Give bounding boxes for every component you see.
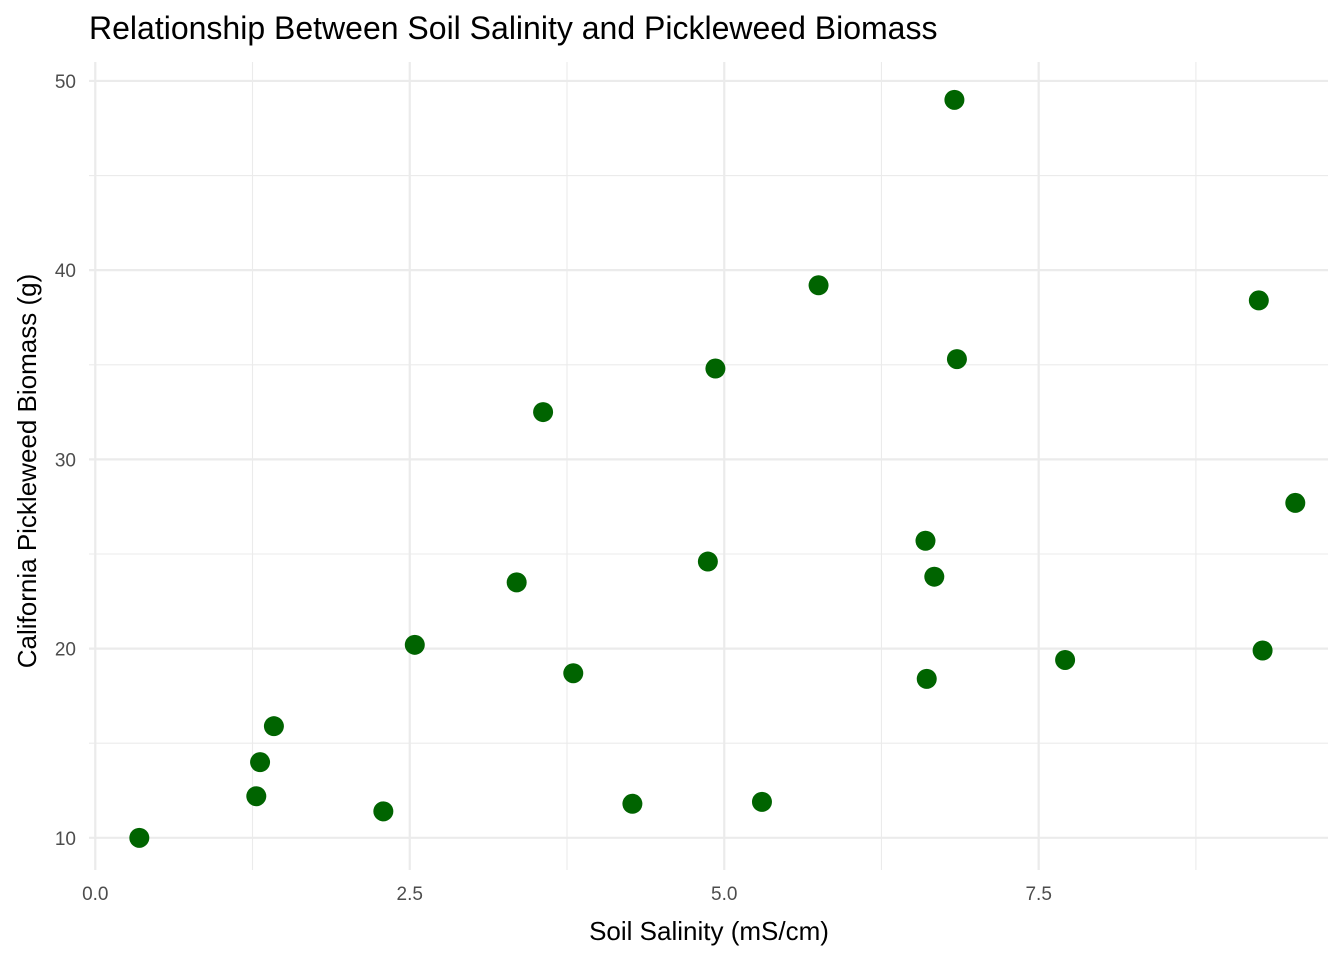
- data-point: [946, 349, 967, 370]
- y-tick-label: 20: [55, 640, 76, 661]
- data-point: [705, 358, 726, 379]
- data-point: [506, 572, 527, 593]
- data-point: [1252, 640, 1273, 661]
- data-point: [563, 663, 584, 684]
- data-point: [808, 275, 829, 296]
- x-tick-label: 7.5: [1025, 884, 1051, 905]
- data-point: [404, 634, 425, 655]
- data-point: [129, 827, 150, 848]
- data-point: [1055, 649, 1076, 670]
- data-point: [915, 530, 936, 551]
- x-axis-title: Soil Salinity (mS/cm): [589, 916, 829, 946]
- data-point: [924, 566, 945, 587]
- x-tick-label: 2.5: [397, 884, 423, 905]
- data-point: [246, 786, 267, 807]
- data-point: [622, 793, 643, 814]
- data-point: [751, 791, 772, 812]
- y-tick-label: 50: [55, 72, 76, 93]
- data-point: [697, 551, 718, 572]
- data-point: [944, 89, 965, 110]
- x-tick-label: 5.0: [711, 884, 737, 905]
- data-point: [1248, 290, 1269, 311]
- y-axis-title: California Pickleweed Biomass (g): [12, 274, 42, 668]
- grid: [89, 62, 1328, 870]
- y-tick-label: 30: [55, 450, 76, 471]
- data-point: [263, 716, 284, 737]
- data-point: [373, 801, 394, 822]
- data-point: [916, 668, 937, 689]
- y-axis-ticks: 10 20 30 40 50: [55, 72, 76, 850]
- data-points: [129, 89, 1306, 848]
- chart-title: Relationship Between Soil Salinity and P…: [89, 10, 937, 46]
- x-axis-ticks: 0.0 2.5 5.0 7.5: [82, 884, 1052, 905]
- data-point: [250, 752, 271, 773]
- y-tick-label: 10: [55, 829, 76, 850]
- data-point: [533, 402, 554, 423]
- y-tick-label: 40: [55, 261, 76, 282]
- x-tick-label: 0.0: [82, 884, 108, 905]
- data-point: [1285, 492, 1306, 513]
